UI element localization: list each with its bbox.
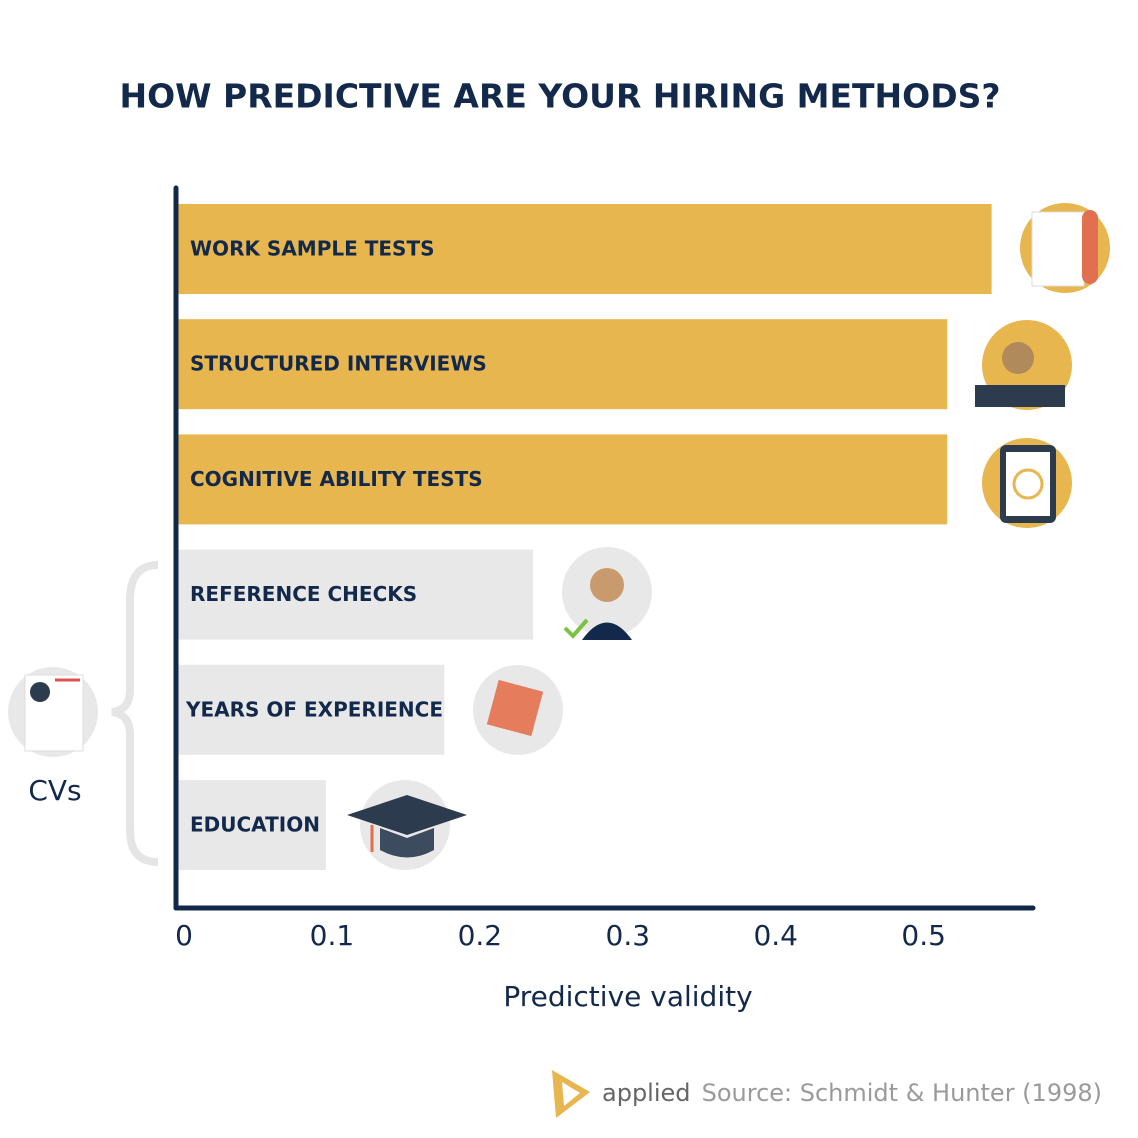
x-tick-label: 0.2 bbox=[458, 919, 503, 952]
icon-cap bbox=[347, 795, 467, 835]
bar bbox=[178, 204, 992, 294]
brand-logo-inner bbox=[562, 1082, 580, 1106]
category-label: EDUCATION bbox=[190, 813, 320, 837]
source-note: Source: Schmidt & Hunter (1998) bbox=[702, 1079, 1102, 1107]
brand-name: applied bbox=[602, 1079, 691, 1107]
bar bbox=[178, 319, 948, 410]
bar bbox=[178, 434, 948, 525]
icon-calendar bbox=[486, 679, 544, 737]
bar bbox=[178, 780, 326, 870]
x-axis-label: Predictive validity bbox=[503, 980, 752, 1013]
icon-head bbox=[1002, 342, 1034, 374]
icon-cv-photo bbox=[30, 682, 50, 702]
x-tick-label: 0.3 bbox=[606, 919, 651, 952]
icon-stopwatch bbox=[1012, 468, 1044, 500]
icons bbox=[8, 203, 1110, 870]
category-label: YEARS OF EXPERIENCE bbox=[185, 697, 443, 721]
cv-brace bbox=[111, 561, 159, 866]
chart-title: HOW PREDICTIVE ARE YOUR HIRING METHODS? bbox=[119, 77, 1000, 116]
icon-body bbox=[582, 622, 632, 640]
x-tick-label: 0.4 bbox=[753, 919, 798, 952]
icon-face bbox=[590, 568, 624, 602]
x-tick-label: 0.5 bbox=[901, 919, 946, 952]
x-tick-label: 0.1 bbox=[310, 919, 355, 952]
bars: WORK SAMPLE TESTS STRUCTURED INTERVIEWS CO… bbox=[178, 204, 992, 870]
group-label: CVs bbox=[28, 774, 81, 807]
icon-tube bbox=[1082, 210, 1098, 284]
bar bbox=[178, 664, 445, 755]
icon-paper bbox=[1031, 211, 1085, 287]
category-label: REFERENCE CHECKS bbox=[190, 582, 417, 606]
icon-table bbox=[975, 385, 1065, 407]
icon-cap-base bbox=[380, 828, 434, 858]
category-label: STRUCTURED INTERVIEWS bbox=[190, 352, 487, 376]
bar bbox=[178, 549, 534, 640]
category-label: WORK SAMPLE TESTS bbox=[190, 237, 435, 261]
icon-check bbox=[563, 618, 589, 639]
x-tick-label: 0 bbox=[175, 919, 193, 952]
ticks: 0 0.1 0.2 0.3 0.4 0.5 bbox=[175, 919, 946, 952]
category-label: COGNITIVE ABILITY TESTS bbox=[190, 467, 483, 491]
